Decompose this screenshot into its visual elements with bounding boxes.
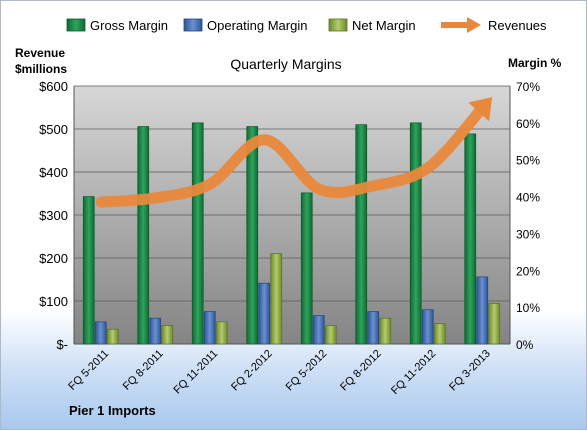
bar-net-margin xyxy=(379,317,392,345)
chart-title: Quarterly Margins xyxy=(230,56,341,72)
revenue-point xyxy=(209,183,211,185)
legend-swatch-net-margin xyxy=(328,18,348,32)
revenue-point xyxy=(100,201,102,203)
bar-operating-margin xyxy=(367,311,380,345)
revenue-point xyxy=(155,197,157,199)
x-tick-label: FQ 2-2012 xyxy=(229,348,275,394)
bar-gross-margin xyxy=(191,122,204,345)
bar-gross-margin xyxy=(464,133,477,345)
left-tick-label: $100 xyxy=(39,294,68,309)
legend-entry-operating-margin[interactable]: Operating Margin xyxy=(183,18,307,33)
revenue-point xyxy=(373,185,375,187)
legend-label-revenues: Revenues xyxy=(488,18,547,33)
x-tick-label: FQ 11-2011 xyxy=(172,348,221,397)
bar-gross-margin xyxy=(82,196,95,345)
x-tick-label: FQ 8-2012 xyxy=(338,348,384,394)
legend-entry-revenues[interactable]: Revenues xyxy=(441,17,547,33)
left-tick-label: $300 xyxy=(39,208,68,223)
right-tick-label: 0% xyxy=(516,338,534,352)
revenue-point xyxy=(427,167,429,169)
bar-net-margin xyxy=(433,323,446,345)
legend-swatch-gross-margin xyxy=(66,18,86,32)
right-axis-ticks: 0% 10% 20% 30% 40% 50% 60% 70% xyxy=(516,80,540,352)
x-axis-ticks: FQ 5-2011 FQ 8-2011 FQ 11-2011 FQ 2-2012 FQ … xyxy=(66,348,493,397)
legend-label-net-margin: Net Margin xyxy=(352,18,416,33)
bar-net-margin xyxy=(270,253,283,345)
company-label: Pier 1 Imports xyxy=(69,403,156,418)
bar-gross-margin xyxy=(355,124,368,345)
revenue-line xyxy=(95,97,493,208)
left-tick-label: $- xyxy=(56,337,68,352)
legend-entry-gross-margin[interactable]: Gross Margin xyxy=(66,18,168,33)
legend-swatch-operating-margin xyxy=(183,18,203,32)
right-tick-label: 40% xyxy=(516,191,540,205)
bar-gross-margin xyxy=(246,126,259,345)
x-tick-label: FQ 11-2012 xyxy=(389,348,438,397)
bar-net-margin xyxy=(106,328,119,345)
bar-operating-margin xyxy=(94,321,107,345)
left-tick-label: $600 xyxy=(39,79,68,94)
right-tick-label: 60% xyxy=(516,117,540,131)
left-axis-label-line2: $millions xyxy=(15,62,67,76)
right-tick-label: 10% xyxy=(516,301,540,315)
left-axis-ticks: $- $100 $200 $300 $400 $500 $600 xyxy=(39,79,68,352)
bar-net-margin xyxy=(324,325,337,345)
bars xyxy=(82,122,501,345)
right-tick-label: 70% xyxy=(516,80,540,94)
bar-gross-margin xyxy=(137,126,150,345)
legend-label-operating-margin: Operating Margin xyxy=(207,18,307,33)
bar-operating-margin xyxy=(149,317,162,345)
left-axis-label-line1: Revenue xyxy=(15,46,65,60)
bar-operating-margin xyxy=(258,282,271,345)
x-tick-label: FQ 5-2012 xyxy=(284,348,330,394)
x-tick-label: FQ 8-2011 xyxy=(121,348,166,393)
left-tick-label: $200 xyxy=(39,251,68,266)
x-tick-label: FQ 5-2011 xyxy=(66,348,111,393)
bar-operating-margin xyxy=(421,309,434,345)
right-axis-label: Margin % xyxy=(508,56,562,70)
revenue-point xyxy=(264,139,266,141)
revenue-point xyxy=(318,188,320,190)
bar-gross-margin xyxy=(409,122,422,345)
right-tick-label: 50% xyxy=(516,154,540,168)
right-tick-label: 30% xyxy=(516,227,540,241)
left-tick-label: $500 xyxy=(39,122,68,137)
bar-gross-margin xyxy=(300,192,313,345)
bar-net-margin xyxy=(488,303,501,345)
legend-label-gross-margin: Gross Margin xyxy=(90,18,168,33)
revenue-line-arrowhead xyxy=(468,97,493,122)
legend-entry-net-margin[interactable]: Net Margin xyxy=(328,18,416,33)
left-tick-label: $400 xyxy=(39,165,68,180)
bar-operating-margin xyxy=(476,276,489,345)
bar-net-margin xyxy=(215,321,228,345)
bar-net-margin xyxy=(161,325,174,345)
bar-operating-margin xyxy=(312,315,325,345)
revenue-point xyxy=(482,107,484,108)
x-tick-label: FQ 3-2013 xyxy=(447,348,493,394)
legend-arrow-revenues xyxy=(467,17,481,33)
bar-operating-margin xyxy=(203,311,216,345)
legend: Gross Margin Operating Margin Net Margin… xyxy=(66,17,547,33)
right-tick-label: 20% xyxy=(516,264,540,278)
